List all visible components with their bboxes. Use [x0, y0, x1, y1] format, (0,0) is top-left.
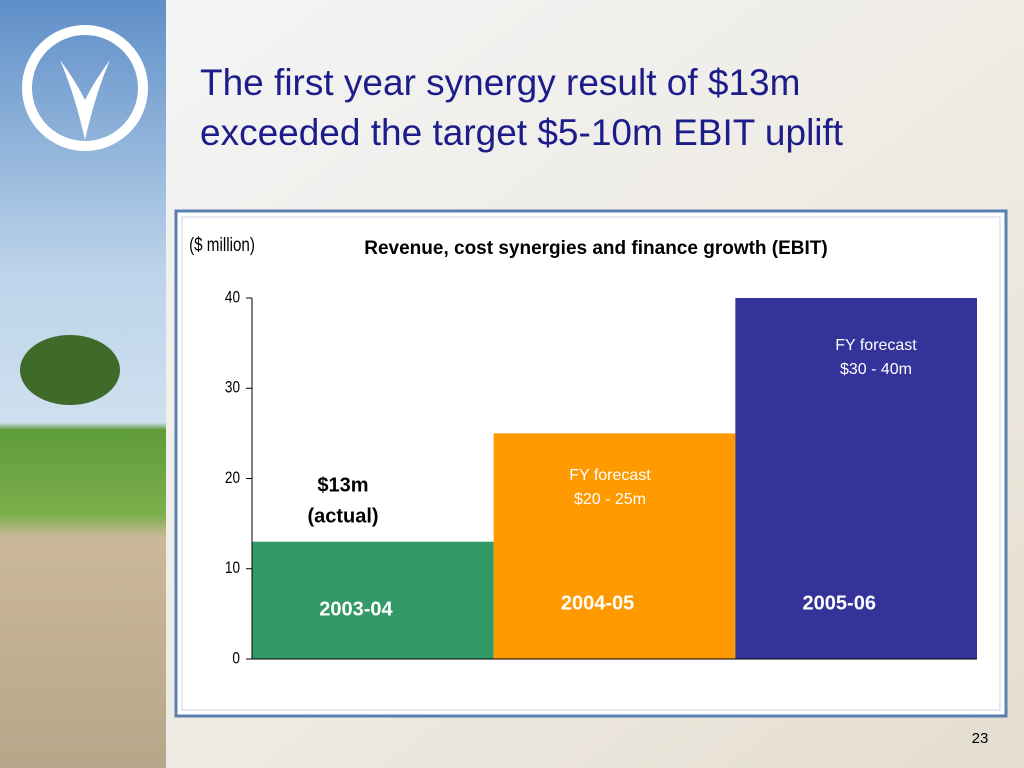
bar — [252, 541, 494, 659]
slide-title: exceeded the target $5-10m EBIT uplift — [200, 112, 844, 153]
annotation: $30 - 40m — [840, 361, 912, 378]
annotation: FY forecast — [569, 467, 651, 484]
bar — [493, 433, 736, 659]
category-label: 2005-06 — [803, 592, 876, 614]
slide-title: The first year synergy result of $13m — [200, 62, 800, 103]
y-tick-label: 0 — [232, 649, 240, 668]
tree — [20, 335, 120, 405]
y-tick-label: 30 — [225, 378, 240, 397]
logo — [22, 25, 148, 151]
y-tick-label: 10 — [225, 559, 240, 578]
annotation: FY forecast — [835, 337, 917, 354]
annotation: (actual) — [307, 505, 378, 527]
annotation: $20 - 25m — [574, 491, 646, 508]
logo-mark — [60, 60, 110, 140]
page-number: 23 — [972, 730, 989, 747]
y-tick-label: 40 — [225, 288, 240, 307]
y-tick-label: 20 — [225, 469, 240, 488]
y-axis-label: ($ million) — [189, 233, 255, 255]
category-label: 2004-05 — [561, 592, 634, 614]
category-label: 2003-04 — [319, 598, 393, 620]
chart-title: Revenue, cost synergies and finance grow… — [364, 238, 828, 259]
annotation: $13m — [317, 474, 368, 496]
bar — [735, 298, 977, 659]
